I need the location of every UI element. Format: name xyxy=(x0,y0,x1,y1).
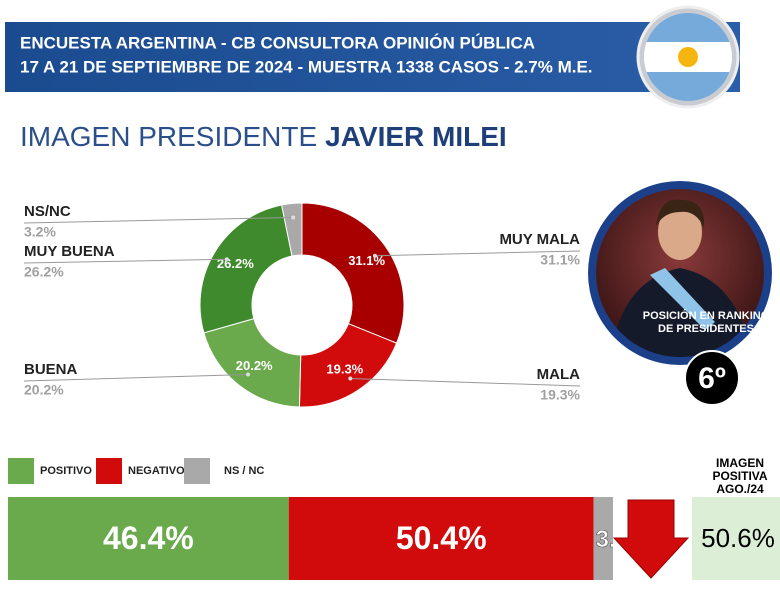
legend-label: NEGATIVO xyxy=(128,465,185,477)
category-label: MUY BUENA xyxy=(24,243,115,260)
header-line: 17 A 21 DE SEPTIEMBRE DE 2024 - MUESTRA … xyxy=(20,57,593,76)
legend-swatch xyxy=(184,458,210,484)
pie-slice xyxy=(199,204,293,334)
bar-label-group: 50.4% xyxy=(396,520,487,556)
leader-dot xyxy=(246,372,251,377)
value-label: 31.1% xyxy=(540,252,580,268)
leader-dot xyxy=(291,215,296,220)
category-label: MALA xyxy=(537,366,580,383)
leader-dot xyxy=(372,253,377,258)
bar-value-label: 46.4% xyxy=(103,520,194,556)
title-name: JAVIER MILEI xyxy=(325,121,507,152)
category-label: NS/NC xyxy=(24,203,71,220)
header-line: ENCUESTA ARGENTINA - CB CONSULTORA OPINI… xyxy=(20,33,535,52)
down-arrow xyxy=(612,499,690,579)
legend-label: NS / NC xyxy=(224,465,264,477)
leader-line xyxy=(350,378,581,387)
leader-dot xyxy=(348,376,353,381)
pie-slice xyxy=(203,318,302,408)
leader-line xyxy=(23,258,227,264)
value-label: 3.2% xyxy=(24,224,56,240)
title-text: IMAGEN PRESIDENTE xyxy=(20,121,317,152)
comparison-label: AGO./24 xyxy=(716,482,764,496)
slice-label: 19.3% xyxy=(326,362,363,377)
comparison-box xyxy=(692,497,780,580)
ranking-caption: POSICIÓN EN RANKING xyxy=(643,309,770,322)
value-label: 26.2% xyxy=(24,264,64,280)
leader-line xyxy=(23,216,294,224)
legend-swatch xyxy=(8,458,34,484)
pie-slice xyxy=(301,202,405,344)
leader-line xyxy=(374,250,581,257)
leader-line xyxy=(23,374,249,382)
pie-slice xyxy=(281,202,303,257)
comparison-label: POSITIVA xyxy=(712,469,767,483)
ranking-position: 6º xyxy=(698,362,726,395)
slice-label: 31.1% xyxy=(348,253,385,268)
bar-segment xyxy=(593,497,613,580)
header-banner xyxy=(5,22,740,92)
value-label: 20.2% xyxy=(24,382,64,398)
comparison-value: 50.6% xyxy=(701,523,775,553)
category-label: MUY MALA xyxy=(499,231,580,248)
bar-label-group: 46.4% xyxy=(103,520,194,556)
slice-label: 20.2% xyxy=(236,358,273,373)
value-label: 19.3% xyxy=(540,387,580,403)
slice-label: 26.2% xyxy=(217,256,254,271)
ranking-caption: DE PRESIDENTES xyxy=(658,323,754,335)
bar-value-label: 50.4% xyxy=(396,520,487,556)
bar-segment xyxy=(288,497,594,580)
comparison-label: IMAGEN xyxy=(716,456,764,470)
legend-label: POSITIVO xyxy=(40,465,92,477)
bar-segment xyxy=(8,497,289,580)
title: IMAGEN PRESIDENTE JAVIER MILEI xyxy=(20,121,507,152)
leader-dot xyxy=(224,257,229,262)
legend-swatch xyxy=(96,458,122,484)
bar-label-group: 3.2% xyxy=(595,526,651,554)
photo: POSICIÓN EN RANKING DE PRESIDENTES 6º xyxy=(588,181,772,406)
flag xyxy=(636,5,740,109)
category-label: BUENA xyxy=(24,361,78,378)
bar-value-label: 3.2% xyxy=(596,526,651,553)
